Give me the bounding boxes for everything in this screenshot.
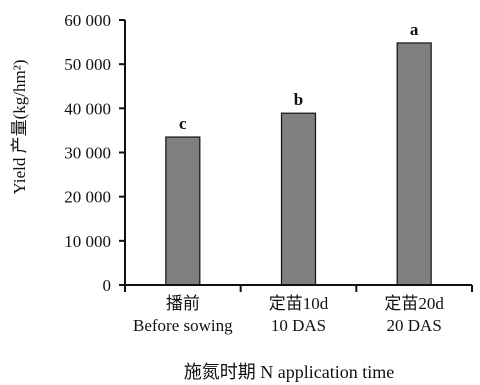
x-category-label-cn: 播前 bbox=[166, 294, 200, 313]
x-category-label-en: 10 DAS bbox=[271, 316, 326, 335]
bar-significance-label: b bbox=[294, 90, 303, 109]
y-tick-label: 50 000 bbox=[64, 55, 111, 74]
bar-significance-label: a bbox=[410, 20, 419, 39]
y-tick-label: 0 bbox=[103, 276, 112, 295]
y-tick-label: 10 000 bbox=[64, 232, 111, 251]
y-tick-label: 60 000 bbox=[64, 11, 111, 30]
bars: c b a bbox=[165, 20, 432, 286]
bar bbox=[280, 112, 317, 286]
x-category-label-en: Before sowing bbox=[133, 316, 233, 335]
bar bbox=[396, 42, 432, 286]
bar-significance-label: c bbox=[179, 114, 187, 133]
x-axis: 播前 Before sowing 定苗10d 10 DAS 定苗20d 20 DAS bbox=[124, 284, 473, 335]
x-category-label-cn: 定苗10d bbox=[269, 294, 329, 313]
y-tick-label: 40 000 bbox=[64, 99, 111, 118]
y-axis: 0 10 000 20 000 30 000 40 000 50 000 60 000 bbox=[64, 11, 126, 295]
y-axis-title: Yield 产量(kg/hm²) bbox=[10, 60, 29, 195]
x-axis-title: 施氮时期 N application time bbox=[184, 362, 394, 382]
x-category-label-en: 20 DAS bbox=[387, 316, 442, 335]
x-category-label-cn: 定苗20d bbox=[384, 294, 444, 313]
bar bbox=[165, 136, 201, 286]
y-tick-label: 30 000 bbox=[64, 144, 111, 163]
y-tick-label: 20 000 bbox=[64, 188, 111, 207]
